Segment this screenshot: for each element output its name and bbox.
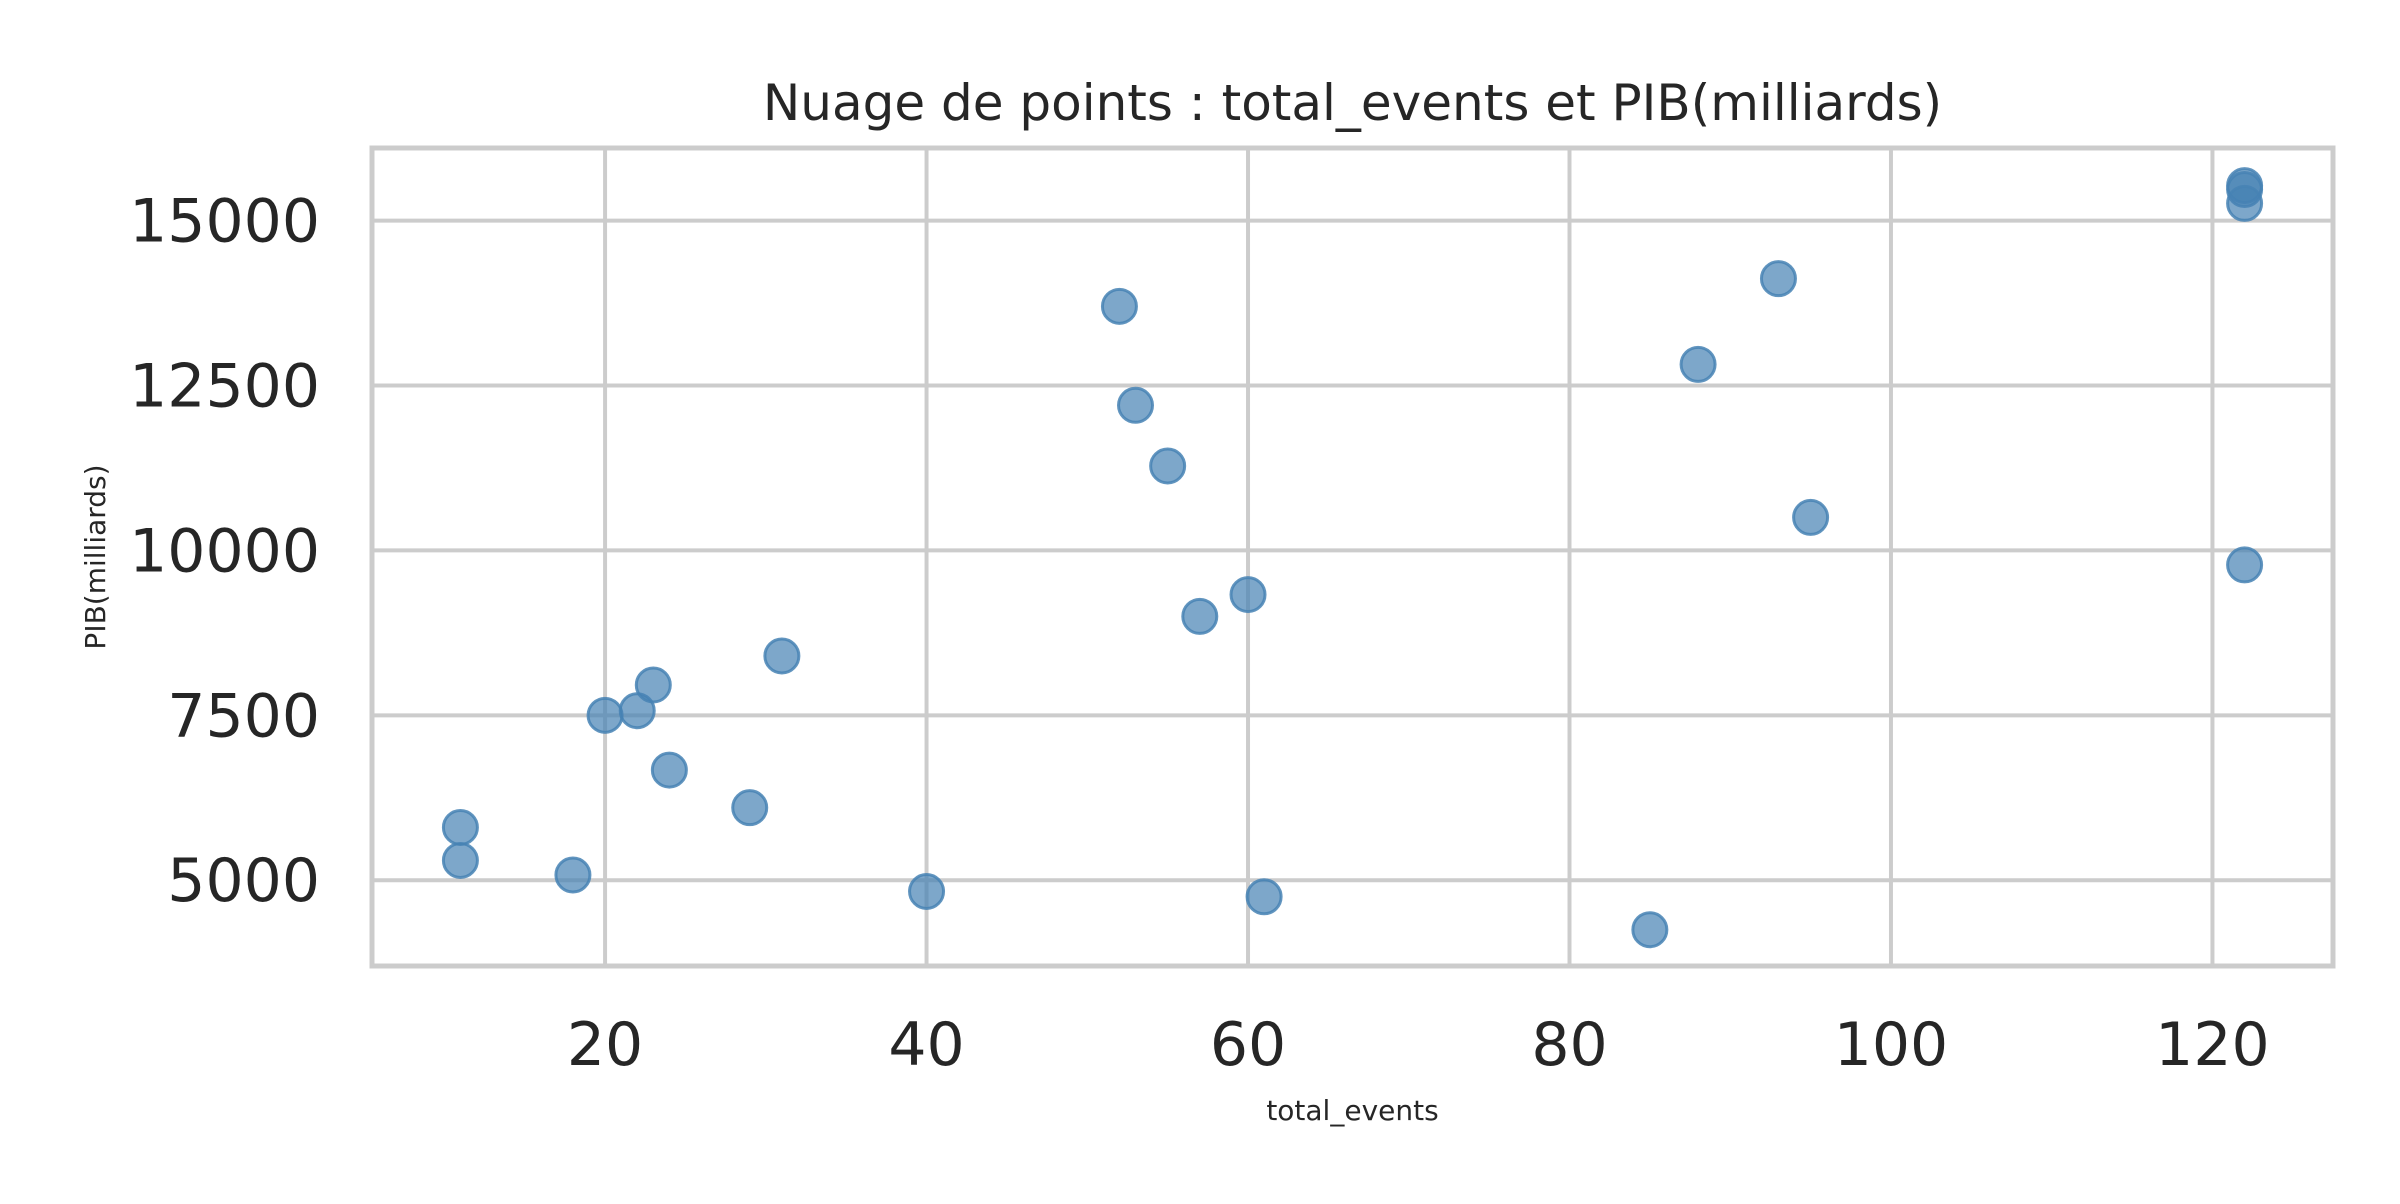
y-axis-label: PIB(milliards) (79, 464, 112, 649)
data-point (650, 751, 688, 789)
data-point (1100, 287, 1138, 325)
y-axis-ticks: 5000 7500 10000 12500 15000 (129, 187, 320, 917)
data-point (1679, 345, 1717, 383)
x-tick-label: 40 (888, 1010, 964, 1080)
x-tick-label: 120 (2155, 1010, 2270, 1080)
data-point (1117, 386, 1155, 424)
y-tick-label: 15000 (129, 187, 320, 257)
x-axis-ticks: 20 40 60 80 100 120 (567, 1010, 2270, 1080)
grid (372, 148, 2333, 966)
data-point (1229, 576, 1267, 614)
x-tick-label: 80 (1531, 1010, 1607, 1080)
chart-title: Nuage de points : total_events et PIB(mi… (763, 74, 1942, 132)
y-tick-label: 7500 (167, 681, 320, 751)
data-point (1759, 260, 1797, 298)
data-point (586, 696, 624, 734)
y-tick-label: 5000 (167, 846, 320, 916)
data-point (1245, 878, 1283, 916)
data-point (1181, 597, 1219, 635)
y-tick-label: 10000 (129, 516, 320, 586)
x-tick-label: 100 (1834, 1010, 1949, 1080)
x-axis-label: total_events (1266, 1094, 1438, 1127)
data-point (441, 808, 479, 846)
data-point (441, 841, 479, 879)
plot-frame (369, 145, 2336, 969)
data-point (731, 789, 769, 827)
data-points (441, 167, 2264, 949)
y-tick-label: 12500 (129, 351, 320, 421)
data-point (908, 872, 946, 910)
x-tick-label: 60 (1210, 1010, 1286, 1080)
data-point (1631, 911, 1669, 949)
data-point (634, 666, 672, 704)
data-point (2226, 184, 2264, 222)
data-point (763, 637, 801, 675)
data-point (1149, 447, 1187, 485)
data-point (554, 856, 592, 894)
data-point (2226, 546, 2264, 584)
data-point (1792, 498, 1830, 536)
x-tick-label: 20 (567, 1010, 643, 1080)
